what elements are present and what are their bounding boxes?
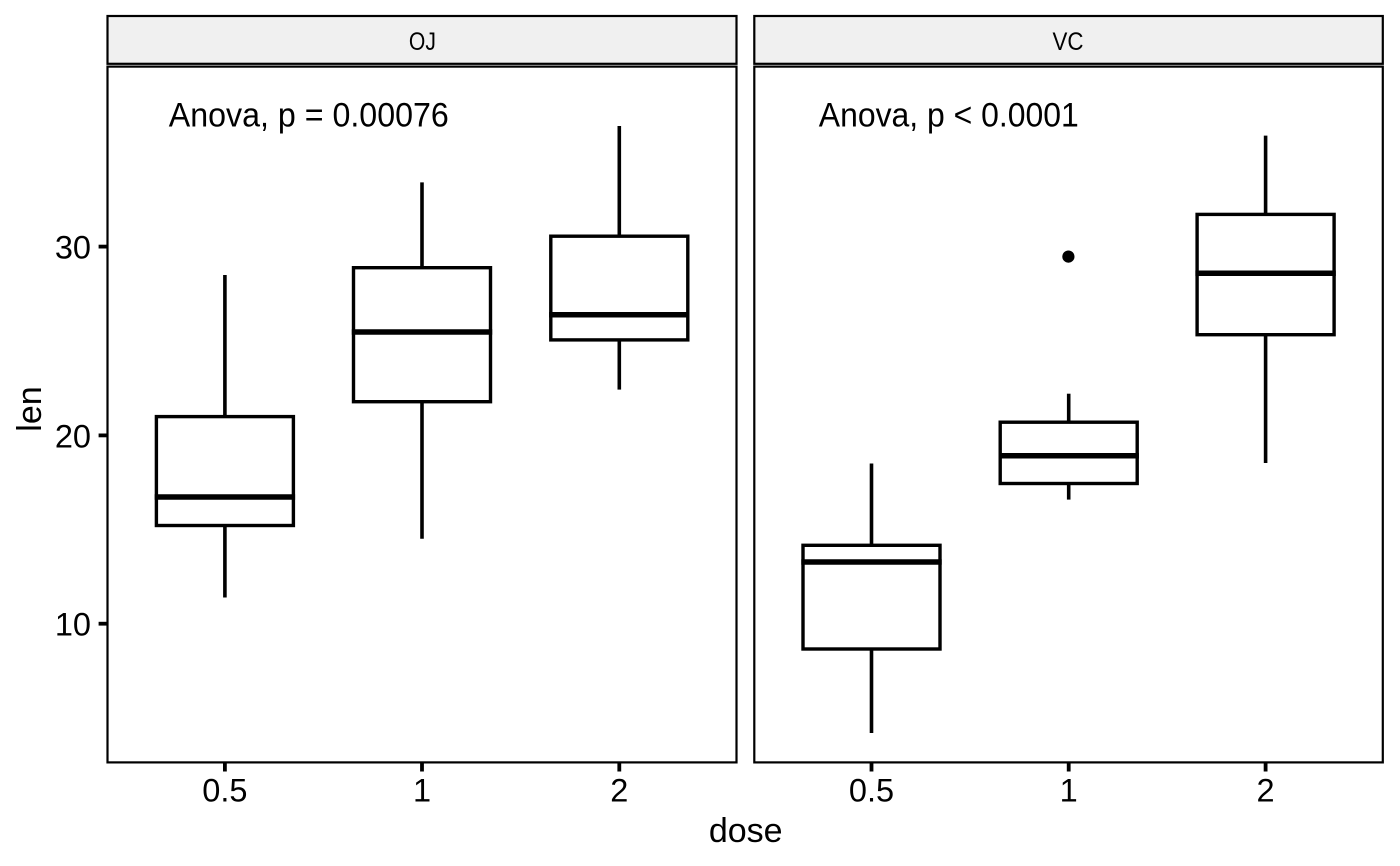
svg-text:0.5: 0.5 — [849, 773, 894, 809]
svg-text:0.5: 0.5 — [202, 773, 247, 809]
svg-text:1: 1 — [413, 773, 431, 809]
svg-text:OJ: OJ — [409, 28, 436, 56]
svg-text:Anova, p = 0.00076: Anova, p = 0.00076 — [169, 96, 449, 134]
svg-text:VC: VC — [1053, 28, 1084, 56]
svg-text:Anova, p < 0.0001: Anova, p < 0.0001 — [819, 96, 1079, 134]
svg-text:20: 20 — [55, 418, 91, 454]
svg-text:len: len — [11, 386, 49, 431]
svg-text:30: 30 — [55, 230, 91, 266]
svg-text:1: 1 — [1060, 773, 1078, 809]
svg-text:2: 2 — [1257, 773, 1275, 809]
svg-text:dose: dose — [709, 812, 783, 850]
svg-text:2: 2 — [610, 773, 628, 809]
svg-text:10: 10 — [55, 607, 91, 643]
